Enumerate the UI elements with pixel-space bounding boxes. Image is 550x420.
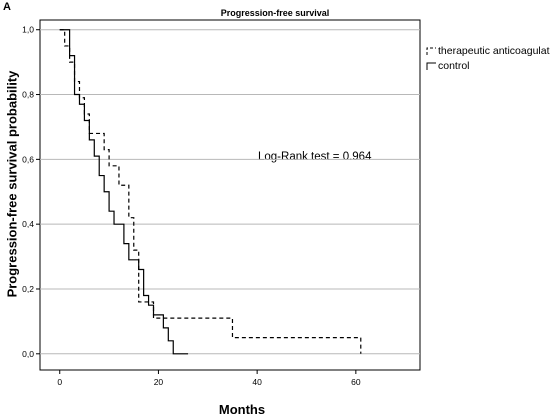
- legend-label-anticoagulation: therapeutic anticoagulation: [438, 45, 550, 57]
- x-tick-label: 20: [154, 377, 164, 387]
- y-tick-label: 0,4: [22, 219, 34, 229]
- series-line-anticoagulation: [59, 29, 362, 354]
- legend-swatch-solid: [426, 62, 436, 70]
- y-tick-label: 1,0: [22, 25, 34, 35]
- chart-title: Progression-free survival: [220, 8, 330, 18]
- y-tick-label: 0,8: [22, 90, 34, 100]
- legend-label-control: control: [438, 60, 470, 72]
- plot-frame: [39, 19, 421, 371]
- logrank-annotation: Log-Rank test = 0.964: [258, 151, 372, 163]
- x-axis-label: Months: [218, 402, 266, 417]
- panel-label: A: [3, 1, 11, 13]
- y-tick-label: 0,0: [22, 349, 34, 359]
- series-line-control: [59, 29, 189, 355]
- legend-swatch-dashed: [426, 47, 436, 55]
- x-tick-label: 60: [351, 377, 361, 387]
- y-tick-label: 0,6: [22, 154, 34, 164]
- y-tick-label: 0,2: [22, 284, 34, 294]
- x-tick-label: 40: [252, 377, 262, 387]
- x-tick-label: 0: [57, 377, 62, 387]
